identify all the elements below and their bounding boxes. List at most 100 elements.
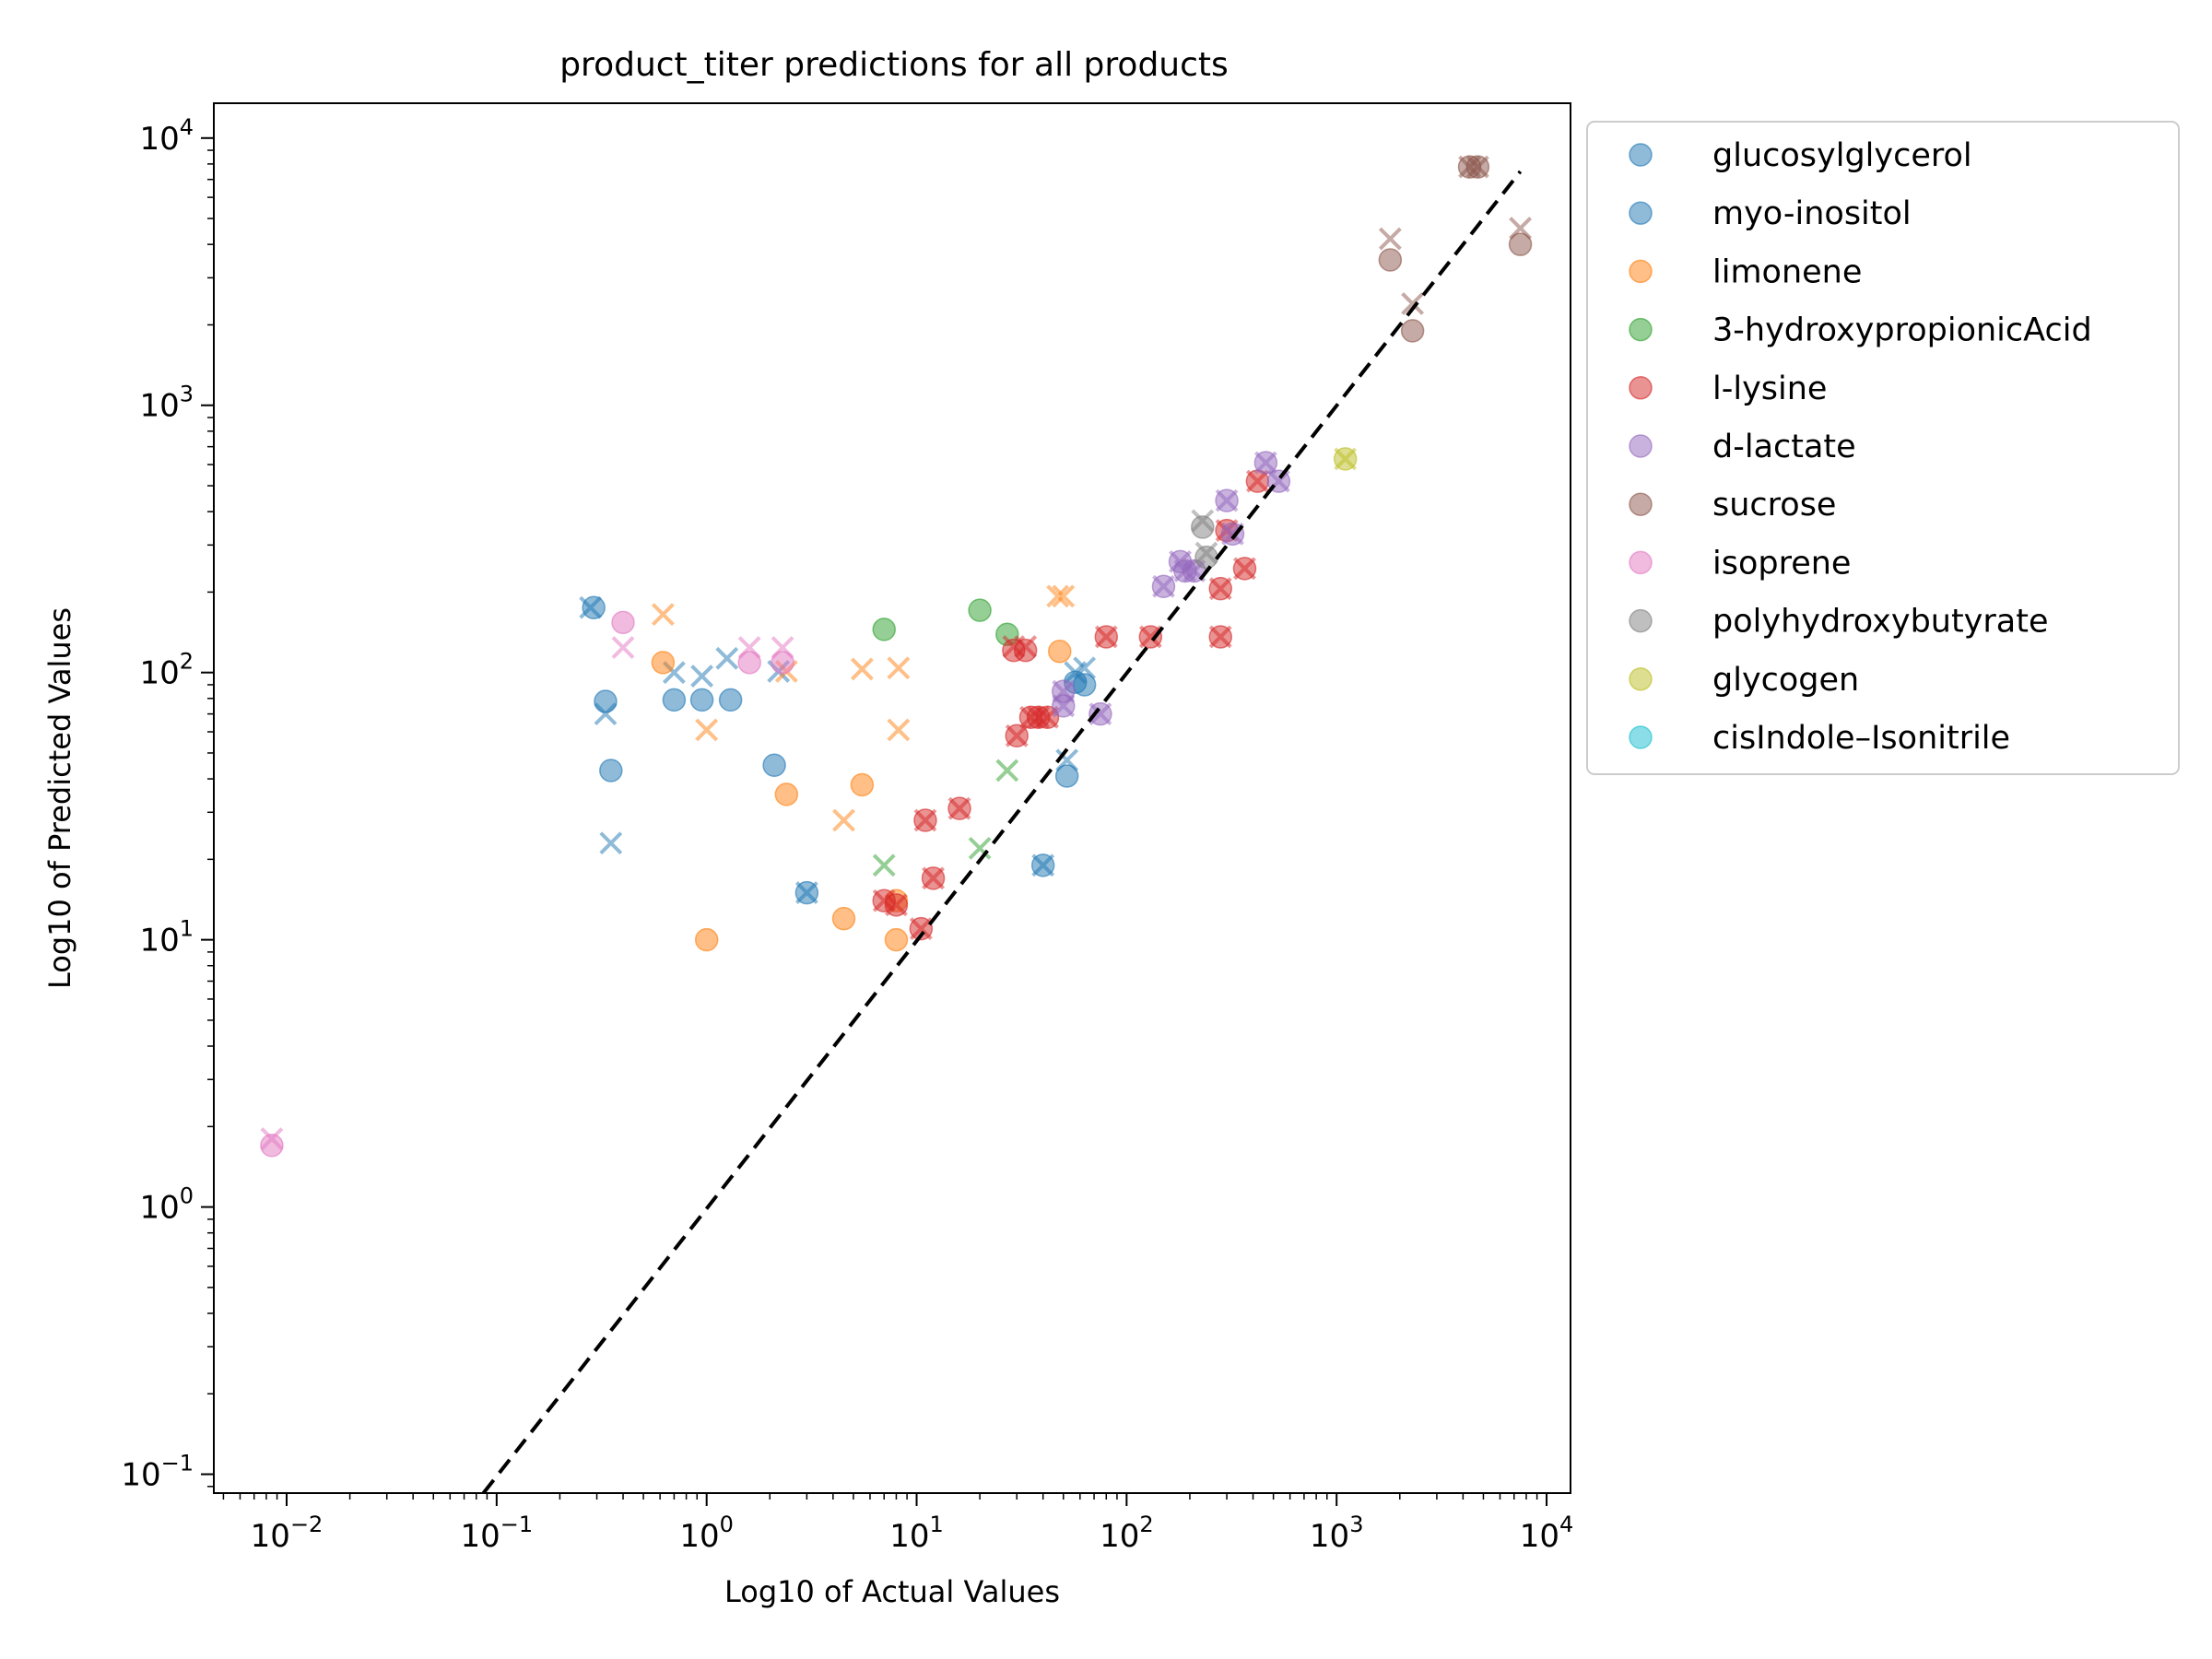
actual-point-limonene-7	[1047, 639, 1072, 664]
predicted-point-sucrose-2	[1458, 155, 1481, 179]
x-tick-label-3: 101	[889, 1512, 944, 1555]
actual-point-sucrose-4	[1508, 232, 1533, 256]
predicted-point-l-lysine-9	[1019, 705, 1042, 729]
legend-label-5: d-lactate	[1712, 429, 1856, 465]
actual-point-isoprene-3	[771, 651, 794, 675]
actual-point-isoprene-1	[611, 610, 635, 635]
actual-point-limonene-5	[884, 927, 909, 952]
legend-marker-2	[1629, 259, 1653, 284]
predicted-point-polyhydroxybutyrate-1	[1194, 541, 1218, 565]
predicted-point-limonene-7	[1046, 584, 1070, 608]
actual-point-polyhydroxybutyrate-0	[1191, 515, 1215, 539]
predicted-point-glucosylglycerol-2	[599, 831, 623, 855]
predicted-point-glucosylglycerol-7	[715, 646, 739, 670]
predicted-point-3-hydroxypropionicAcid-2	[995, 759, 1019, 782]
chart-title: product_titer predictions for all produc…	[559, 46, 1229, 84]
predicted-point-l-lysine-1	[885, 893, 908, 917]
predicted-point-l-lysine-5	[947, 796, 971, 820]
legend-label-10: cisIndole–Isonitrile	[1712, 720, 2010, 757]
legend-label-3: 3-hydroxypropionicAcid	[1712, 312, 2092, 349]
actual-point-isoprene-0	[260, 1134, 284, 1158]
predicted-point-sucrose-1	[1401, 292, 1425, 315]
predicted-point-l-lysine-12	[1094, 625, 1118, 649]
predicted-point-limonene-8	[1052, 584, 1076, 608]
predicted-point-glucosylglycerol-9	[1055, 748, 1079, 772]
predicted-point-glucosylglycerol-11	[1073, 656, 1097, 680]
actual-point-3-hydroxypropionicAcid-0	[872, 618, 896, 641]
legend-marker-4	[1629, 376, 1653, 400]
predicted-point-glucosylglycerol-0	[579, 595, 603, 619]
actual-point-polyhydroxybutyrate-1	[1194, 545, 1218, 570]
actual-point-glucosylglycerol-5	[662, 688, 687, 712]
legend-marker-1	[1629, 201, 1653, 225]
predicted-point-sucrose-4	[1509, 217, 1532, 240]
actual-point-sucrose-1	[1400, 319, 1425, 343]
predicted-point-d-lactate-2	[1173, 559, 1197, 582]
actual-point-glucosylglycerol-6	[689, 688, 714, 712]
legend-marker-8	[1629, 608, 1653, 633]
predicted-point-3-hydroxypropionicAcid-1	[968, 836, 992, 860]
actual-point-glucosylglycerol-7	[718, 688, 743, 712]
predicted-point-l-lysine-17	[1245, 469, 1269, 493]
predicted-point-l-lysine-15	[1208, 577, 1232, 601]
legend: glucosylglycerol myo-inositol limonene 3-hy…	[1586, 121, 2180, 775]
predicted-point-limonene-1	[695, 718, 719, 742]
predicted-point-d-lactate-6	[1253, 451, 1277, 475]
actual-point-limonene-1	[694, 927, 719, 952]
predicted-point-glucosylglycerol-6	[690, 665, 714, 688]
x-tick-label-4: 102	[1100, 1512, 1154, 1555]
x-axis-label: Log10 of Actual Values	[724, 1574, 1060, 1609]
actual-point-limonene-4	[850, 772, 875, 797]
actual-point-limonene-2	[774, 782, 799, 806]
predicted-point-isoprene-2	[737, 636, 761, 660]
legend-marker-0	[1629, 143, 1653, 167]
predicted-point-d-lactate-10	[1088, 702, 1112, 726]
predicted-point-glucosylglycerol-8	[1031, 853, 1055, 877]
predicted-point-sucrose-3	[1465, 155, 1489, 179]
legend-marker-9	[1629, 667, 1653, 691]
predicted-point-limonene-3	[832, 808, 855, 832]
predicted-point-glucosylglycerol-1	[594, 702, 618, 726]
predicted-point-d-lactate-9	[1052, 694, 1076, 718]
legend-label-1: myo-inositol	[1712, 195, 1912, 232]
x-tick-label-2: 100	[679, 1512, 734, 1555]
legend-box	[1586, 121, 2180, 775]
actual-point-glucosylglycerol-1	[594, 689, 618, 713]
predicted-point-l-lysine-8	[1005, 724, 1029, 747]
predicted-point-l-lysine-13	[1138, 625, 1162, 649]
predicted-point-l-lysine-0	[872, 888, 896, 912]
predicted-point-l-lysine-4	[922, 866, 945, 890]
y-tick-label-3: 102	[139, 649, 194, 692]
predicted-point-l-lysine-3	[913, 808, 937, 832]
predicted-point-l-lysine-16	[1233, 557, 1256, 581]
y-tick-label-4: 103	[139, 382, 194, 425]
predicted-point-glycogen-0	[1334, 447, 1358, 471]
actual-point-sucrose-0	[1378, 248, 1403, 272]
legend-marker-10	[1629, 725, 1653, 749]
x-tick-label-0: 10−2	[251, 1512, 324, 1555]
actual-point-3-hydroxypropionicAcid-1	[968, 598, 992, 622]
legend-label-0: glucosylglycerol	[1712, 137, 1972, 174]
actual-point-glucosylglycerol-0	[582, 595, 606, 619]
predicted-point-d-lactate-0	[1152, 574, 1175, 598]
x-tick-label-6: 104	[1520, 1512, 1574, 1555]
predicted-point-l-lysine-2	[909, 917, 933, 941]
x-axis: 10−2 10−1 100 101 102 103 104	[222, 1493, 1574, 1555]
y-tick-label-5: 104	[139, 114, 194, 158]
predicted-point-limonene-0	[651, 603, 675, 627]
actual-point-glucosylglycerol-2	[599, 759, 623, 782]
legend-label-7: isoprene	[1712, 545, 1851, 582]
predicted-point-isoprene-0	[260, 1127, 284, 1150]
predicted-point-l-lysine-10	[1027, 705, 1051, 729]
legend-marker-3	[1629, 317, 1653, 342]
data-points	[260, 155, 1533, 1158]
predicted-point-l-lysine-7	[1014, 635, 1038, 659]
predicted-point-polyhydroxybutyrate-0	[1191, 509, 1215, 533]
predicted-point-limonene-5	[887, 656, 911, 680]
y-axis-label: Log10 of Predicted Values	[42, 607, 77, 989]
predicted-point-d-lactate-4	[1215, 488, 1239, 512]
actual-point-l-lysine-7	[1013, 638, 1038, 663]
actual-point-limonene-0	[651, 651, 676, 675]
y-tick-label-0: 10−1	[121, 1451, 194, 1494]
